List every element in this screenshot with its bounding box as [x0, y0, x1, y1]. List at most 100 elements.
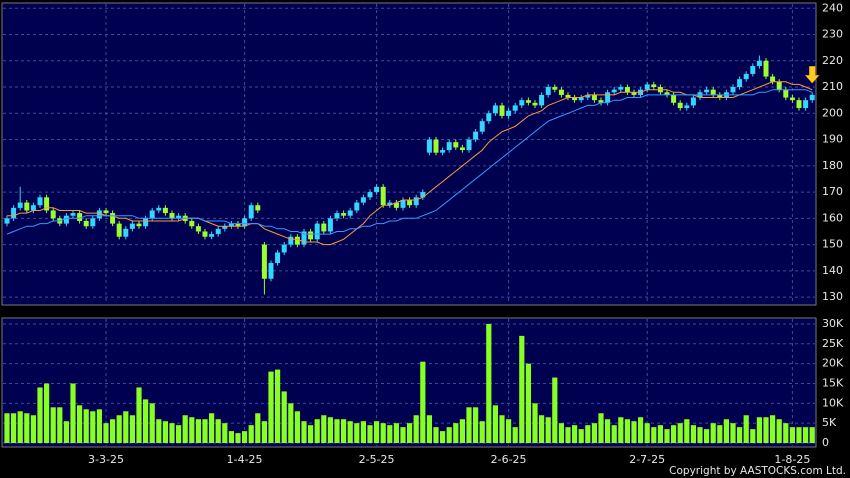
volume-bar [710, 423, 716, 444]
volume-bar [545, 417, 551, 444]
candle-body [492, 105, 498, 114]
volume-bar [407, 423, 413, 444]
volume-bar [657, 425, 663, 444]
volume-bar [743, 415, 749, 444]
volume-bar [156, 419, 162, 444]
volume-bar [789, 427, 795, 444]
volume-bar [552, 377, 558, 444]
y-tick-label: 200 [822, 106, 843, 119]
latest-arrow [804, 66, 820, 84]
candle-body [743, 73, 749, 80]
candle-body [803, 100, 809, 109]
volume-bar [50, 407, 56, 444]
volume-bar [136, 387, 142, 444]
volume-bar [446, 427, 452, 444]
candle-body [116, 223, 122, 237]
volume-bar [756, 417, 762, 444]
volume-bar [30, 415, 36, 444]
candle-body [591, 94, 597, 101]
candle-body [459, 147, 465, 151]
volume-bar [288, 403, 294, 444]
y-tick-label: 15K [822, 376, 844, 389]
volume-bar [631, 421, 637, 444]
candle-body [809, 94, 815, 101]
candle-body [63, 215, 69, 224]
y-tick-label: 170 [822, 185, 843, 198]
y-tick-label: 220 [822, 54, 843, 67]
volume-bar [367, 425, 373, 444]
candle-body [393, 202, 399, 208]
volume-bar [499, 415, 505, 444]
volume-bar [453, 423, 459, 444]
x-tick-label: 2-6-25 [491, 453, 527, 466]
volume-bar [539, 415, 545, 444]
candle-body [677, 102, 683, 109]
volume-bar [162, 421, 168, 444]
volume-bar [90, 411, 96, 444]
candle-body [222, 226, 228, 229]
candle-body [572, 97, 578, 101]
candle-body [321, 223, 327, 232]
y-tick-label: 5K [822, 416, 837, 429]
candle-body [704, 89, 710, 93]
volume-bar [11, 413, 17, 444]
candle-body [123, 228, 129, 237]
candle-body [189, 220, 195, 227]
candle-body [156, 207, 162, 211]
volume-bar [44, 383, 50, 444]
candle-body [162, 207, 168, 214]
volume-bar [426, 415, 432, 444]
volume-bar [281, 391, 287, 444]
volume-bar [737, 427, 743, 444]
candle-body [796, 100, 802, 109]
y-tick-label: 190 [822, 133, 843, 146]
moving-average-line [7, 81, 813, 246]
candle-body [737, 79, 743, 88]
candle-body [664, 92, 670, 95]
candle-body [532, 102, 538, 106]
volume-bar [123, 411, 129, 444]
candle-body [466, 139, 472, 151]
volume-bar [235, 433, 241, 444]
volume-bar [261, 421, 267, 444]
volume-bar [492, 405, 498, 444]
candle-body [763, 60, 769, 77]
candle-body [479, 121, 485, 132]
volume-bar [176, 425, 182, 444]
candle-body [275, 252, 281, 263]
candle-body [512, 105, 518, 111]
volume-bar [63, 421, 69, 444]
volume-bar [506, 419, 512, 444]
candle-body [717, 94, 723, 98]
volume-bar [37, 387, 43, 444]
volume-bar [605, 419, 611, 444]
candle-body [426, 139, 432, 153]
candle-body [30, 205, 36, 211]
volume-bar [308, 425, 314, 444]
volume-bar [347, 421, 353, 444]
candle-body [486, 113, 492, 122]
volume-bar [565, 427, 571, 444]
candle-body [281, 244, 287, 253]
volume-bar [314, 419, 320, 444]
candle-body [327, 218, 333, 232]
volume-bar [723, 419, 729, 444]
volume-bar [77, 405, 83, 444]
candle-body [756, 60, 762, 67]
candle-body [17, 202, 23, 208]
volume-bar [585, 425, 591, 444]
candle-body [261, 244, 267, 279]
volume-bar [479, 421, 485, 444]
candle-body [314, 223, 320, 240]
candle-body [96, 210, 102, 219]
volume-bar [644, 423, 650, 444]
candle-body [770, 76, 776, 82]
candle-body [710, 89, 716, 95]
y-tick-label: 140 [822, 264, 843, 277]
volume-bar [393, 423, 399, 444]
candle-body [149, 210, 155, 219]
volume-bar [525, 363, 531, 444]
candle-body [288, 236, 294, 245]
candle-body [624, 87, 630, 93]
